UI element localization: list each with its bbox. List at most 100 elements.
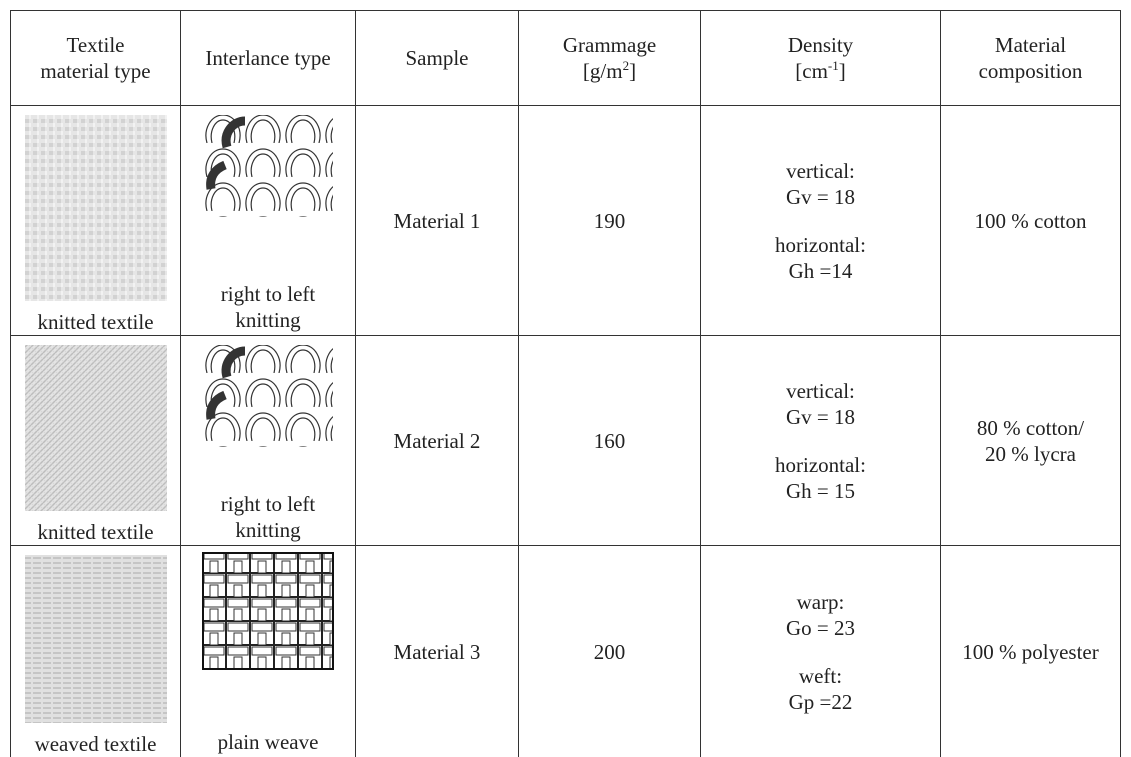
composition: 100 % polyester <box>962 639 1099 664</box>
cell: 100 % cotton <box>940 105 1121 336</box>
grammage: 190 <box>593 208 626 233</box>
header-text: Material <box>994 33 1067 57</box>
unit-text: [g/m <box>582 59 623 83</box>
cell-column: right to left knitting <box>181 339 355 543</box>
unit-text: ] <box>629 59 637 83</box>
texture-image-part <box>24 345 167 511</box>
composition: 80 % cotton/ <box>976 415 1085 440</box>
cell-column: knitted textile <box>11 341 180 545</box>
density-text: Gh =14 <box>788 258 853 283</box>
knit-diagram <box>203 344 333 447</box>
header-cell: Density [cm-1] <box>700 10 941 106</box>
composition: 100 % cotton <box>974 208 1087 233</box>
cell: 200 <box>518 545 701 757</box>
material-type: weaved textile <box>34 732 157 756</box>
knit-diagram-part <box>206 160 227 190</box>
spacer <box>701 210 940 232</box>
cell: Material 3 <box>355 545 519 757</box>
sample: Material 2 <box>393 428 481 453</box>
header-text: Grammage <box>562 33 657 57</box>
knit-diagram-part <box>221 346 246 378</box>
interlace-caption: right to left knitting <box>221 281 315 333</box>
interlace-text: plain weave <box>217 729 319 754</box>
material-type: knitted textile <box>37 520 154 544</box>
header-text: composition <box>978 59 1083 83</box>
texture-image-part <box>24 555 167 723</box>
interlace-caption: plain weave <box>218 729 319 755</box>
cell-column: right to left knitting <box>181 109 355 333</box>
cell: knitted textile <box>10 105 181 336</box>
sample: Material 1 <box>393 208 481 233</box>
density-text: Gh = 15 <box>785 478 855 503</box>
interlace-text: knitting <box>235 307 301 332</box>
interlace-caption: right to left knitting <box>221 491 315 543</box>
header-text: Textile <box>66 33 125 57</box>
knit-diagram-part <box>206 390 227 420</box>
composition: 20 % lycra <box>985 441 1076 466</box>
data-row: knitted textile right to left knitting Mate… <box>10 335 1121 546</box>
sample: Material 3 <box>393 639 481 664</box>
header-cell: Grammage [g/m2] <box>518 10 701 106</box>
header-text: material type <box>40 59 151 83</box>
spacer <box>701 430 940 452</box>
cell: Material 2 <box>355 335 519 546</box>
material-table: Textile material type Interlance type Sam… <box>10 10 1121 757</box>
texture-image <box>24 115 167 301</box>
density-text: vertical: <box>786 378 855 403</box>
density-text: Gv = 18 <box>785 404 855 429</box>
cell: 190 <box>518 105 701 336</box>
unit-sup: 2 <box>622 58 630 73</box>
data-row: weaved textile plain weave Material 3 200 wa… <box>10 545 1121 757</box>
cell: knitted textile <box>10 335 181 546</box>
cell: vertical: Gv = 18 horizontal: Gh =14 <box>700 105 941 336</box>
density-text: weft: <box>798 663 843 688</box>
density-text: Gp =22 <box>788 689 853 714</box>
texture-image <box>24 345 167 511</box>
spacer <box>701 641 940 663</box>
density-text: warp: <box>796 589 845 614</box>
header-cell: Material composition <box>940 10 1121 106</box>
density-text: vertical: <box>786 158 855 183</box>
density-text: Go = 23 <box>785 615 855 640</box>
unit-text: ] <box>838 59 846 83</box>
interlace-text: right to left <box>220 281 316 306</box>
header-text: Density <box>787 33 854 57</box>
header-unit: [cm-1] <box>701 58 940 84</box>
data-row: knitted textile right to left knitting Mate… <box>10 105 1121 336</box>
cell: right to left knitting <box>180 335 356 546</box>
header-cell: Interlance type <box>180 10 356 106</box>
texture-image <box>24 555 167 723</box>
header-text: Sample <box>405 46 469 70</box>
texture-image-part <box>24 115 167 301</box>
knit-diagram <box>203 114 333 217</box>
interlace-text: right to left <box>220 491 316 516</box>
density-text: horizontal: <box>775 232 866 257</box>
unit-text: [cm <box>795 59 828 83</box>
cell: 80 % cotton/20 % lycra <box>940 335 1121 546</box>
header-unit: [g/m2] <box>519 58 700 84</box>
cell-column: weaved textile <box>11 551 180 757</box>
cell-column: plain weave <box>181 549 355 755</box>
density-text: Gv = 18 <box>785 184 855 209</box>
cell: 160 <box>518 335 701 546</box>
interlace-text: knitting <box>235 517 301 542</box>
weave-diagram-part <box>202 551 334 670</box>
cell: weaved textile <box>10 545 181 757</box>
density-text: horizontal: <box>775 452 866 477</box>
cell-column: knitted textile <box>11 111 180 335</box>
cell: 100 % polyester <box>940 545 1121 757</box>
header-cell: Textile material type <box>10 10 181 106</box>
grammage: 200 <box>593 639 626 664</box>
unit-sup: -1 <box>827 58 839 73</box>
header-row: Textile material type Interlance type Sam… <box>10 10 1121 106</box>
cell: right to left knitting <box>180 105 356 336</box>
cell: Material 1 <box>355 105 519 336</box>
knit-diagram-part <box>221 116 246 148</box>
cell: warp: Go = 23 weft: Gp =22 <box>700 545 941 757</box>
material-type: knitted textile <box>37 310 154 334</box>
weave-diagram <box>202 551 334 670</box>
cell: vertical: Gv = 18 horizontal: Gh = 15 <box>700 335 941 546</box>
header-text: Interlance type <box>205 46 331 70</box>
header-cell: Sample <box>355 10 519 106</box>
